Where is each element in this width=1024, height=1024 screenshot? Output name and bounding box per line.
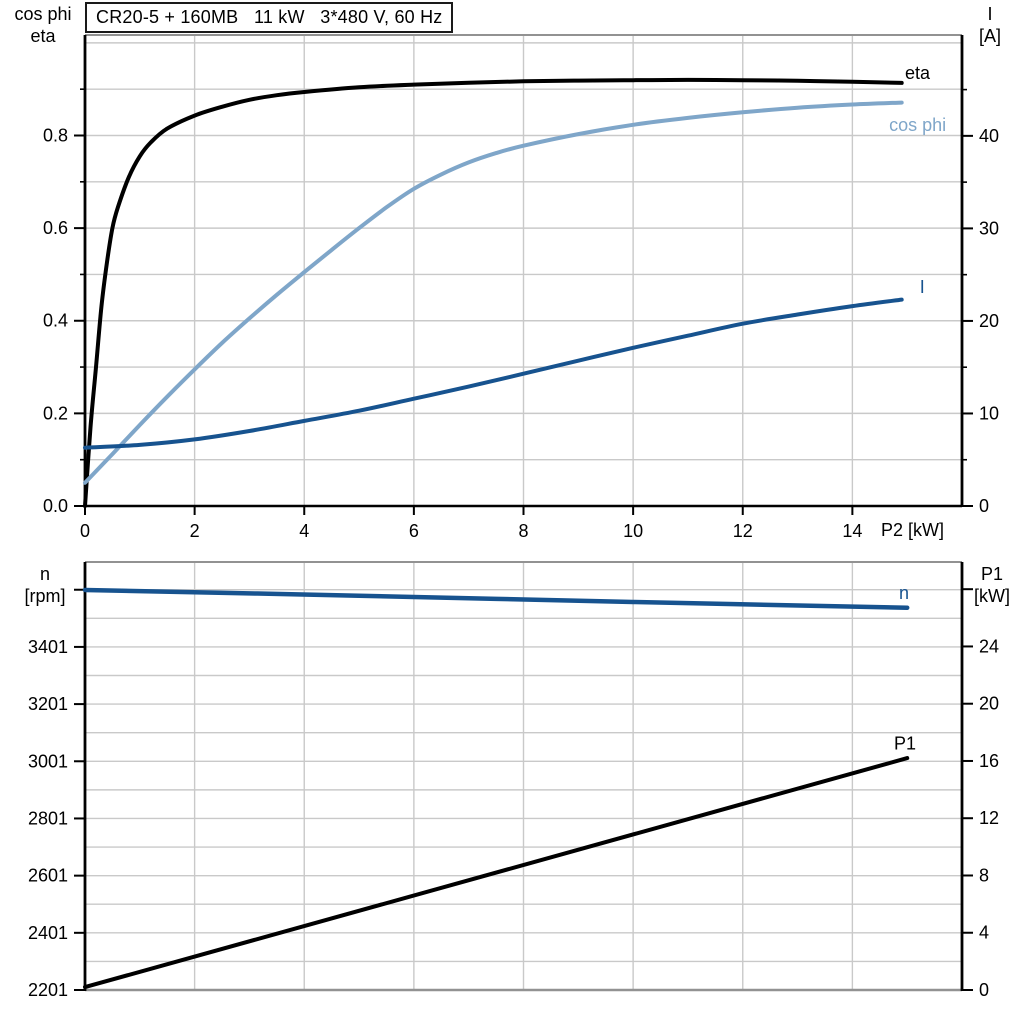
top-chart-left-axis-title: cos phi eta [4,3,82,47]
right-axis-title-line2: [kW] [974,586,1010,606]
left-axis-title-line2: eta [30,26,56,46]
right-tick-label: 30 [979,218,999,238]
bottom-chart-right-axis-title: P1 [kW] [964,563,1020,607]
chart-title-box: CR20-5 + 160MB 11 kW 3*480 V, 60 Hz [85,2,454,33]
left-axis-title-line1: cos phi [14,4,72,24]
series-P1-label: P1 [894,734,916,754]
series-cos-phi-label: cos phi [889,115,946,135]
top-chart-x-axis-title: P2 [kW] [881,520,945,540]
series-cos-phi-curve [83,100,904,485]
series-eta-label: eta [905,63,931,83]
series-P1-curve [83,756,910,990]
right-tick-label: 8 [979,865,989,885]
x-tick-label: 0 [80,521,90,541]
right-axis-title-line1: I [987,4,993,24]
left-tick-label: 0.8 [43,125,68,145]
series-I-curve [83,297,904,450]
x-tick-label: 10 [623,521,643,541]
left-tick-label: 2801 [28,808,68,828]
x-tick-label: 14 [842,521,862,541]
top-chart: 0.0 0.2 0.4 0.6 0.8 0 10 20 30 40 0 2 4 6 8 10 12 14 eta co… [43,34,999,541]
right-tick-label: 24 [979,636,999,656]
left-tick-label: 2201 [28,980,68,1000]
left-tick-label: 0.4 [43,311,68,331]
x-tick-label: 4 [299,521,309,541]
left-tick-label: 0.0 [43,496,68,516]
chart-title: CR20-5 + 160MB 11 kW 3*480 V, 60 Hz [96,7,443,27]
left-tick-label: 0.2 [43,403,68,423]
left-tick-label: 3201 [28,694,68,714]
left-axis-title-line2: [rpm] [24,586,66,606]
top-chart-right-axis-title: I [A] [964,3,1016,47]
left-tick-label: 2601 [28,866,68,886]
x-tick-label: 12 [733,521,753,541]
left-axis-title-line1: n [39,564,50,584]
x-tick-label: 8 [518,521,528,541]
series-n-label: n [899,583,909,603]
left-tick-label: 3001 [28,751,68,771]
left-tick-label: 3401 [28,637,68,657]
right-tick-label: 16 [979,751,999,771]
series-n-curve [82,587,910,610]
bottom-chart-left-axis-title: n [rpm] [8,563,82,607]
right-tick-label: 0 [979,980,989,1000]
right-tick-label: 20 [979,311,999,331]
right-axis-title-line2: [A] [978,26,1001,46]
right-tick-label: 10 [979,403,999,423]
x-tick-label: 2 [190,521,200,541]
x-tick-label: 6 [409,521,419,541]
right-tick-label: 20 [979,694,999,714]
right-tick-label: 40 [979,126,999,146]
right-tick-label: 0 [979,496,989,516]
left-tick-label: 0.6 [43,218,68,238]
right-tick-label: 12 [979,808,999,828]
right-tick-label: 4 [979,923,989,943]
bottom-chart: 2201 2401 2601 2801 3001 3201 3401 0 4 8 12 16 20 24 n… [28,561,999,1000]
series-eta-curve [83,77,904,508]
series-I-label: I [920,277,925,297]
right-axis-title-line1: P1 [980,564,1004,584]
left-tick-label: 2401 [28,923,68,943]
